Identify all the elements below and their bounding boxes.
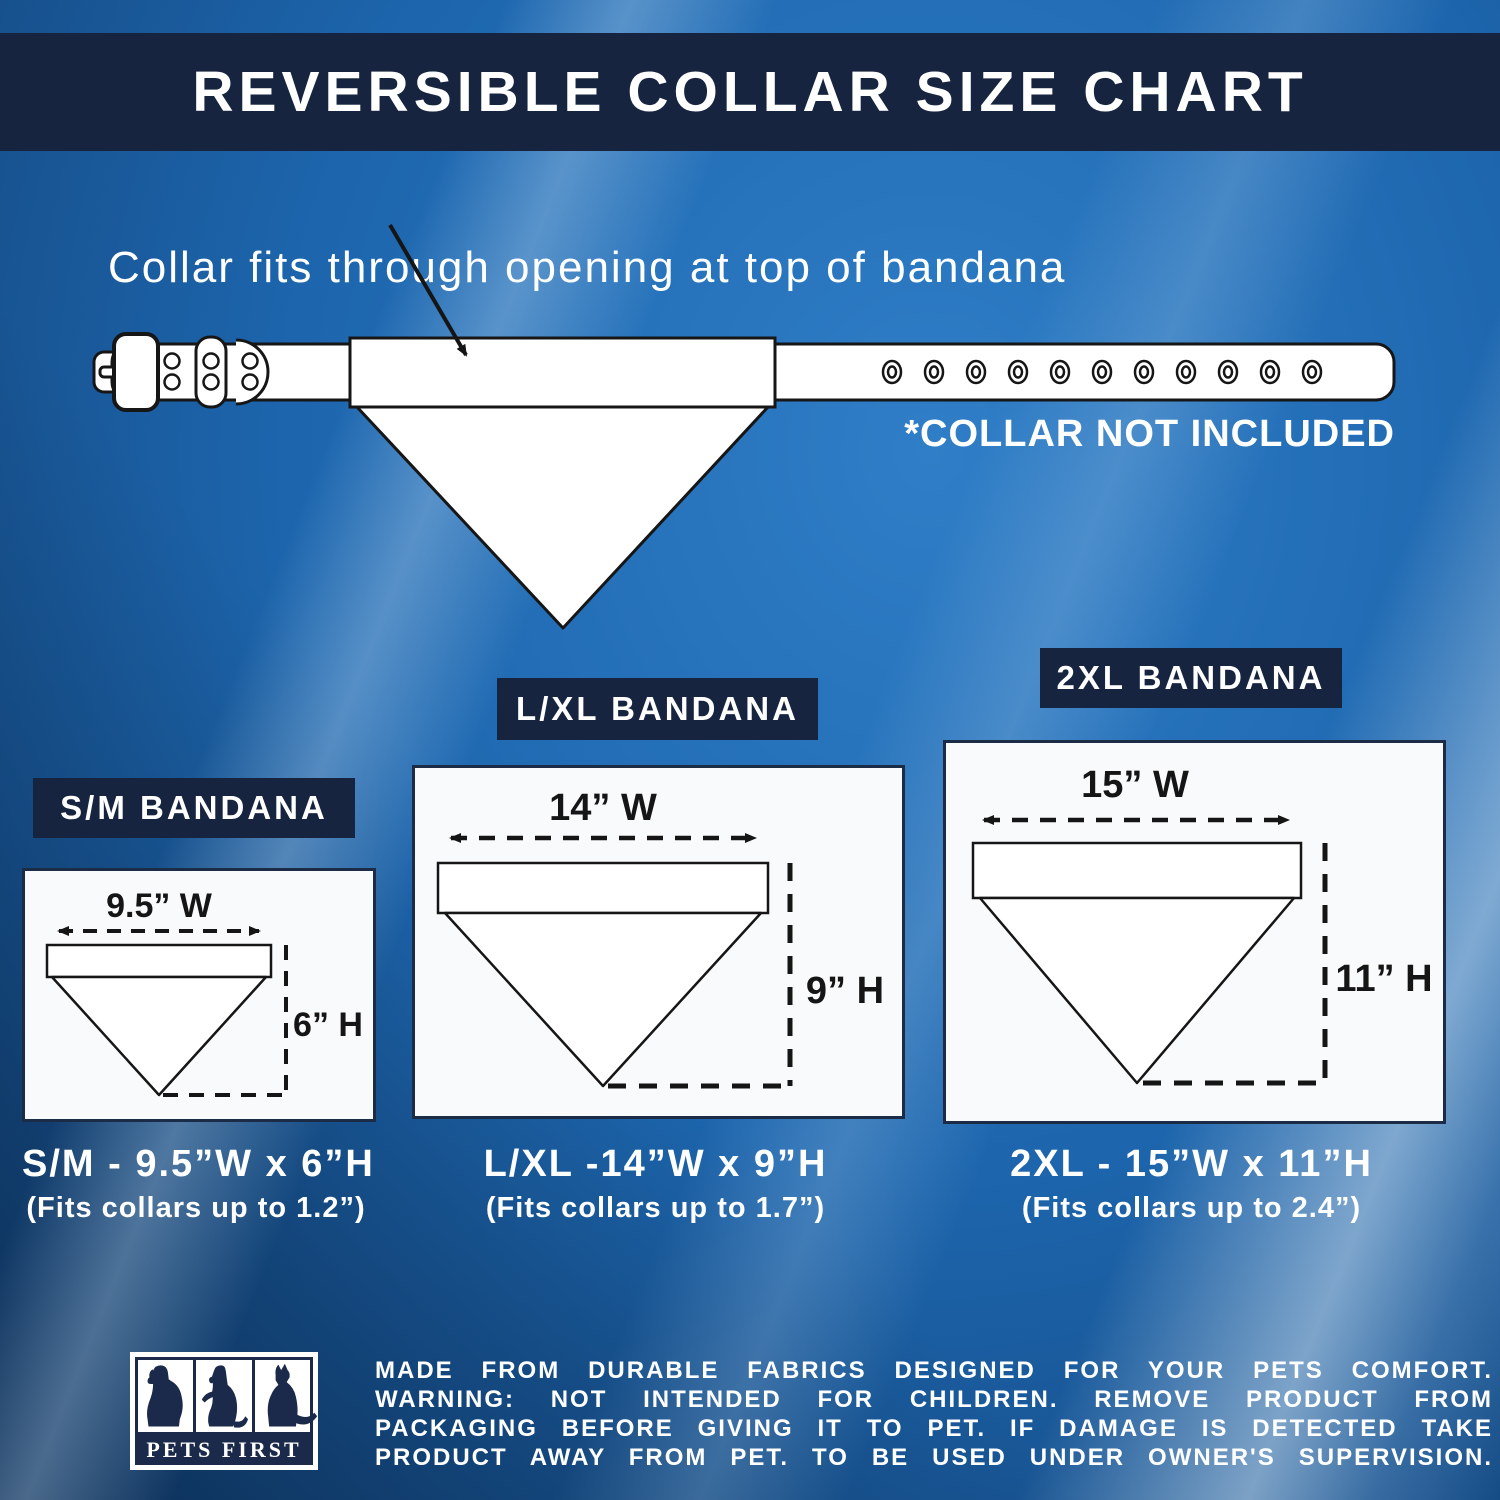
logo-panel-3 (254, 1360, 317, 1432)
width-label-lxl: 14” W (549, 787, 657, 829)
warning-line-4: PRODUCT AWAY FROM PET. TO BE USED UNDER … (375, 1444, 1493, 1471)
bandana-band (348, 336, 777, 409)
warning-line-1: MADE FROM DURABLE FABRICS DESIGNED FOR Y… (375, 1357, 1493, 1384)
collar-diagram (92, 223, 1396, 630)
size-label-2xl-text: 2XL BANDANA (1056, 659, 1326, 696)
page-title: REVERSIBLE COLLAR SIZE CHART (192, 60, 1308, 124)
band-lxl (436, 861, 770, 915)
size-label-lxl-text: L/XL BANDANA (516, 690, 799, 727)
height-label-2xl: 11” H (1335, 958, 1432, 1000)
size-diagram-2xl: 15” W 11” H (971, 764, 1433, 1086)
header-bar: REVERSIBLE COLLAR SIZE CHART (0, 33, 1500, 151)
pointer-arrow-icon (388, 223, 468, 357)
size-diagram-sm: 9.5” W 6” H (45, 887, 363, 1097)
dog-silhouette-icon-3 (267, 1363, 317, 1427)
collar-buckle (98, 332, 270, 412)
logo-dog-panels (138, 1360, 317, 1432)
bandana-on-collar (348, 336, 777, 630)
caption-dimensions-sm: S/M - 9.5”W x 6”H (22, 1143, 375, 1185)
height-label-sm: 6” H (293, 1006, 363, 1044)
size-diagram-box-2xl: 15” W 11” H (943, 740, 1446, 1124)
logo-panel-1 (138, 1360, 194, 1432)
buckle-holes (163, 352, 259, 391)
pets-first-logo: PETS FIRST (130, 1352, 318, 1470)
triangle-2xl (978, 896, 1296, 1085)
triangle-lxl (443, 911, 763, 1088)
caption-fits-lxl: (Fits collars up to 1.7”) (485, 1192, 826, 1224)
logo-panel-2 (196, 1360, 252, 1432)
warning-line-2: WARNING: NOT INTENDED FOR CHILDREN. REMO… (375, 1386, 1493, 1413)
width-label-2xl: 15” W (1081, 764, 1189, 806)
caption-dimensions-lxl: L/XL -14”W x 9”H (483, 1143, 828, 1185)
caption-fits-sm: (Fits collars up to 1.2”) (26, 1192, 366, 1224)
collar-not-included-note: *COLLAR NOT INCLUDED (904, 413, 1395, 455)
collar-eyelets (881, 359, 1323, 385)
triangle-sm (50, 975, 268, 1097)
band-2xl (971, 841, 1303, 900)
size-label-sm-text: S/M BANDANA (60, 789, 328, 826)
dog-silhouette-icon-1 (147, 1365, 183, 1427)
size-label-2xl: 2XL BANDANA (1040, 648, 1342, 708)
caption-fits-2xl: (Fits collars up to 2.4”) (1021, 1192, 1362, 1224)
height-label-lxl: 9” H (806, 970, 884, 1012)
size-diagram-lxl: 14” W 9” H (436, 787, 884, 1089)
width-label-sm: 9.5” W (106, 887, 213, 925)
dog-silhouette-icon-2 (202, 1365, 249, 1428)
size-diagram-box-lxl: 14” W 9” H (412, 765, 905, 1119)
collar-annotation: Collar fits through opening at top of ba… (108, 243, 1067, 292)
logo-frame: PETS FIRST (135, 1357, 317, 1465)
bandana-triangle (355, 405, 770, 630)
band-sm (45, 943, 273, 979)
caption-dimensions-2xl: 2XL - 15”W x 11”H (1010, 1143, 1373, 1185)
size-label-lxl: L/XL BANDANA (497, 678, 818, 740)
warning-text: MADE FROM DURABLE FABRICS DESIGNED FOR Y… (375, 1356, 1493, 1472)
warning-line-3: PACKAGING BEFORE GIVING IT TO PET. IF DA… (375, 1415, 1493, 1442)
size-label-sm: S/M BANDANA (33, 778, 355, 838)
size-diagram-box-sm: 9.5” W 6” H (22, 868, 376, 1122)
logo-wordmark: PETS FIRST (146, 1437, 302, 1462)
